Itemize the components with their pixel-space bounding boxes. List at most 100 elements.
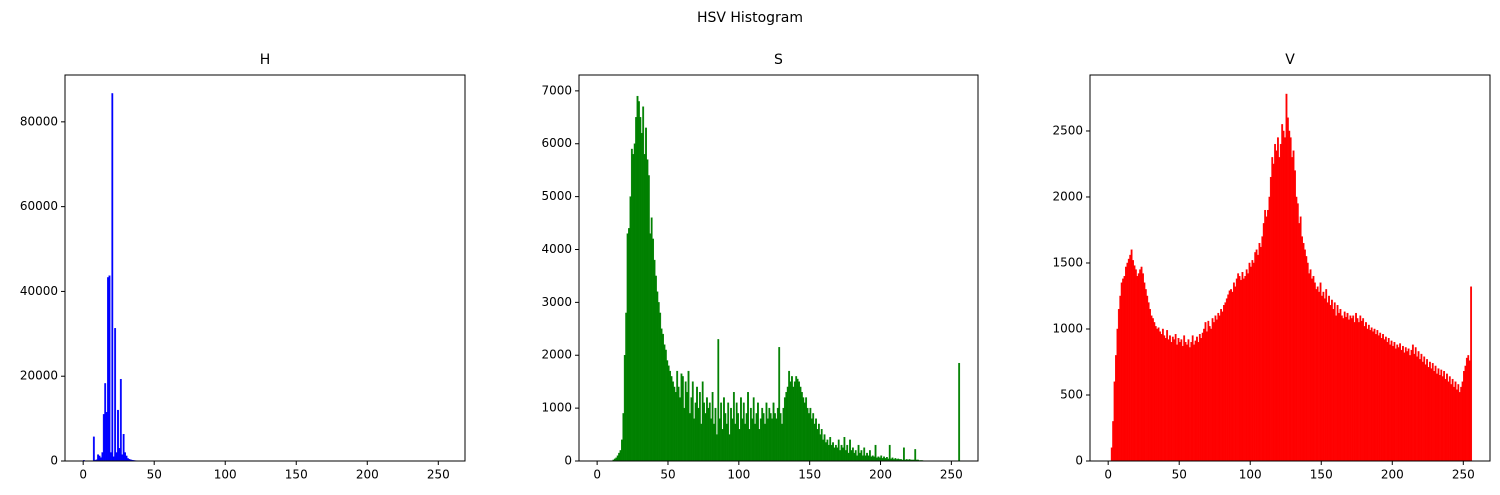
bar	[102, 414, 105, 462]
bar	[1421, 361, 1424, 462]
bar	[107, 277, 109, 462]
bar	[628, 228, 630, 462]
y-tick-label: 0	[564, 454, 572, 468]
bar	[778, 347, 781, 462]
bar	[1122, 278, 1125, 462]
bar	[1390, 340, 1393, 462]
bar	[1315, 289, 1318, 462]
bar	[619, 450, 622, 462]
bar	[1154, 326, 1157, 462]
bar	[873, 456, 876, 462]
bar	[645, 127, 647, 462]
bar	[1143, 282, 1146, 462]
bar	[1110, 447, 1113, 462]
bar	[745, 413, 748, 462]
bar	[1277, 137, 1279, 462]
bar	[857, 444, 860, 462]
bar	[1261, 236, 1264, 462]
x-tick-label: 200	[869, 468, 892, 482]
y-tick-label: 0	[1075, 454, 1083, 468]
bar	[1275, 150, 1278, 462]
bar	[1370, 327, 1373, 462]
bar	[817, 423, 820, 462]
bar	[854, 450, 857, 462]
bar	[1403, 352, 1406, 462]
bar	[638, 101, 640, 462]
bar	[808, 413, 810, 462]
bar	[646, 159, 649, 462]
bar	[768, 407, 771, 462]
bar	[697, 407, 700, 462]
bar	[710, 418, 713, 462]
bar	[1430, 368, 1433, 462]
bar	[1470, 286, 1473, 462]
bar	[1159, 331, 1161, 462]
bar	[659, 312, 662, 462]
bar	[791, 376, 793, 462]
bar	[1221, 311, 1224, 462]
bar	[826, 439, 829, 462]
y-tick-label: 2000	[1052, 189, 1083, 203]
bar	[1352, 315, 1355, 462]
bar	[629, 196, 632, 462]
bar	[1152, 318, 1154, 462]
y-tick-label: 4000	[541, 242, 572, 256]
bar	[792, 386, 795, 462]
bar	[1272, 163, 1275, 462]
bar	[1376, 330, 1379, 462]
bar	[687, 370, 690, 462]
bar	[1399, 343, 1401, 462]
y-tick-label: 500	[1060, 387, 1083, 401]
bar	[772, 402, 775, 462]
bar	[786, 386, 789, 462]
bar	[1316, 286, 1319, 462]
bar	[846, 444, 849, 462]
y-tick-label: 3000	[541, 295, 572, 309]
bar	[1220, 308, 1223, 462]
bar	[708, 402, 711, 462]
bar	[1200, 338, 1203, 462]
bar	[1335, 315, 1338, 462]
bar	[1179, 341, 1181, 462]
bar	[1133, 265, 1136, 462]
y-tick-label: 60000	[20, 199, 58, 213]
bar	[744, 423, 747, 462]
bar	[1291, 157, 1294, 462]
y-tick-label: 20000	[20, 369, 58, 383]
bar	[1282, 130, 1285, 462]
bar	[1274, 143, 1276, 462]
bar	[1177, 338, 1180, 462]
bar	[1170, 341, 1173, 462]
bar	[1207, 320, 1210, 462]
bar	[800, 392, 803, 462]
bar	[109, 452, 112, 462]
bar	[1414, 347, 1417, 462]
bar	[1402, 345, 1404, 462]
bar	[1413, 353, 1416, 462]
x-tick-label: 150	[285, 468, 308, 482]
bar	[1127, 258, 1130, 462]
bar	[1386, 341, 1389, 462]
x-tick-label: 200	[356, 468, 379, 482]
bar	[785, 392, 788, 462]
bar	[748, 429, 751, 462]
bar	[690, 397, 693, 462]
x-tick-label: 150	[1310, 468, 1333, 482]
bar	[830, 444, 833, 462]
bar	[652, 238, 655, 462]
bar	[1323, 298, 1326, 462]
bar	[775, 418, 778, 462]
bar	[958, 362, 961, 462]
bar	[1416, 356, 1419, 462]
bar	[101, 452, 104, 462]
subplot: V 0 500 1000 1500 2000 2500 0 50 100 150 200 250	[1052, 52, 1491, 482]
bar	[829, 437, 832, 462]
bar	[686, 392, 689, 462]
bar	[861, 455, 864, 462]
bar	[1308, 273, 1311, 462]
bar	[1468, 360, 1471, 462]
bar	[693, 418, 696, 462]
bar	[121, 454, 124, 462]
x-tick-label: 0	[1104, 468, 1112, 482]
bar	[1117, 308, 1120, 462]
